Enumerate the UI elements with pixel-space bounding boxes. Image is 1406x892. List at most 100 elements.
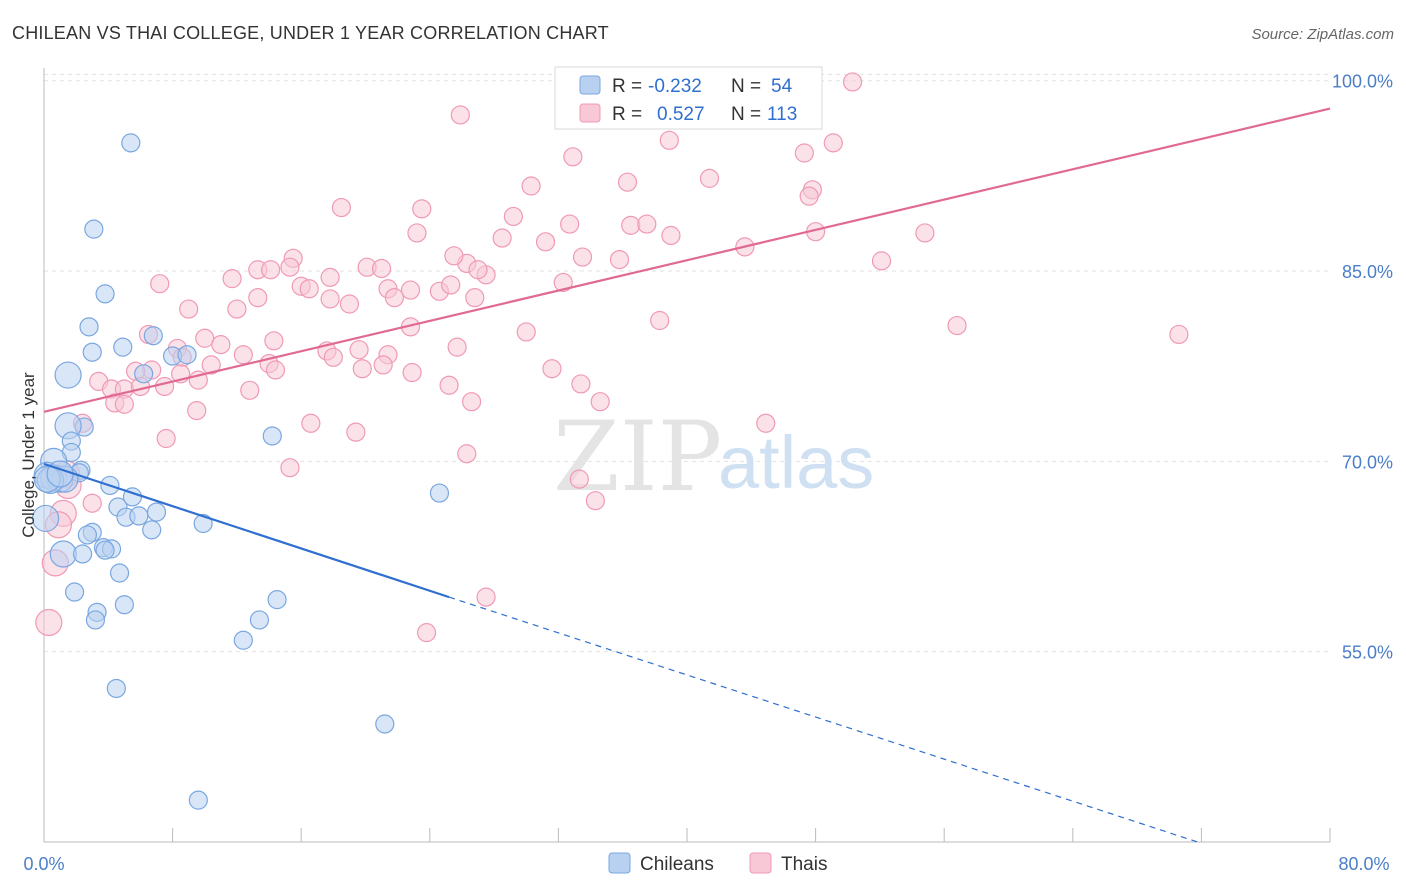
bottom-legend: Chileans Thais: [608, 852, 827, 875]
point-thais-10: [799, 186, 819, 206]
point-chileans-5: [113, 337, 133, 357]
point-thais-89: [301, 413, 321, 433]
trend-lines: [43, 107, 1331, 844]
point-chileans-8: [177, 345, 197, 365]
point-thais-11: [331, 197, 351, 218]
point-thais-94: [280, 458, 300, 478]
point-thais-25: [609, 249, 630, 270]
point-thais-109: [947, 315, 967, 336]
point-thais-47: [465, 288, 485, 308]
plot-area: ZIP atlas: [32, 68, 1331, 844]
point-chileans-31: [193, 513, 213, 534]
point-thais-97: [569, 469, 589, 489]
point-thais-91: [156, 428, 176, 449]
point-thais-110: [1169, 324, 1189, 345]
point-thais-42: [553, 272, 573, 293]
y-tick-labels: 55.0% 70.0% 85.0% 100.0%: [1332, 72, 1393, 663]
point-thais-85: [114, 394, 134, 414]
point-thais-18: [915, 223, 935, 243]
point-thais-62: [323, 347, 343, 367]
trend-line-thais: [43, 107, 1331, 413]
point-thais-46: [339, 294, 360, 314]
point-thais-92: [346, 422, 366, 442]
point-chileans-41: [114, 595, 134, 615]
point-thais-30: [280, 257, 300, 277]
point-thais-43: [248, 288, 268, 308]
grid-lines: [44, 73, 1330, 653]
point-chileans-38: [109, 563, 130, 583]
point-thais-32: [371, 258, 392, 279]
point-chileans-42: [267, 590, 287, 610]
point-thais-34: [320, 267, 340, 287]
point-thais-5: [563, 147, 583, 167]
point-thais-16: [637, 214, 657, 234]
point-thais-21: [492, 228, 512, 248]
point-chileans-46: [106, 678, 126, 699]
point-thais-22: [535, 232, 556, 252]
series-chileans-points: [32, 133, 450, 810]
point-chileans-4: [82, 342, 102, 362]
point-thais-48: [179, 299, 199, 319]
point-thais-88: [590, 392, 610, 412]
y-tick-label-100: 100.0%: [1332, 72, 1393, 92]
point-thais-98: [585, 491, 605, 511]
point-thais-1: [450, 105, 470, 125]
point-thais-51: [650, 310, 670, 331]
watermark-atlas: atlas: [718, 421, 874, 504]
point-thais-3: [823, 133, 843, 153]
point-thais-99: [82, 493, 102, 513]
point-thais-0: [842, 72, 863, 92]
point-chileans-48: [188, 790, 208, 810]
point-chileans-30: [142, 520, 162, 540]
point-thais-15: [621, 215, 641, 235]
legend-r-label-thais: R =: [612, 104, 642, 125]
legend-swatch-thais: [579, 103, 601, 123]
point-chileans-1: [84, 219, 104, 239]
point-thais-38: [299, 279, 319, 299]
point-chileans-6: [143, 326, 163, 346]
point-thais-7: [617, 172, 638, 192]
point-thais-86: [187, 400, 207, 421]
x-ticks: [43, 828, 1331, 842]
point-thais-83: [571, 374, 591, 394]
point-chileans-44: [249, 610, 270, 630]
point-chileans-2: [95, 284, 115, 304]
point-thais-74: [542, 359, 562, 379]
point-thais-104: [416, 623, 437, 643]
point-chileans-29: [129, 506, 149, 526]
chart-source: Source: ZipAtlas.com: [1251, 26, 1394, 43]
point-thais-53: [516, 322, 536, 342]
point-chileans-36: [49, 540, 77, 568]
point-thais-2: [659, 130, 679, 150]
legend-r-label-chileans: R =: [612, 76, 642, 97]
point-thais-66: [201, 355, 221, 375]
point-thais-64: [233, 345, 253, 365]
point-thais-93: [457, 444, 477, 464]
point-thais-44: [320, 289, 340, 309]
y-tick-label-55: 55.0%: [1342, 643, 1393, 663]
point-chileans-0: [121, 133, 141, 153]
y-tick-label-85: 85.0%: [1342, 262, 1393, 282]
legend-swatch-chileans: [579, 75, 601, 95]
point-thais-19: [407, 223, 427, 243]
trend-line-chileans: [43, 462, 450, 599]
legend-r-value-chileans: -0.232: [648, 76, 702, 97]
point-thais-87: [461, 392, 482, 412]
point-thais-24: [572, 247, 593, 267]
bottom-legend-swatch-thais: [749, 852, 772, 874]
point-thais-41: [441, 275, 461, 295]
point-thais-60: [349, 340, 369, 360]
point-chileans-10: [134, 364, 154, 384]
chart-title: CHILEAN VS THAI COLLEGE, UNDER 1 YEAR CO…: [12, 23, 609, 43]
watermark-zip: ZIP: [553, 401, 722, 513]
point-thais-6: [699, 168, 720, 188]
point-thais-57: [211, 335, 231, 355]
point-thais-82: [439, 375, 459, 395]
point-thais-103: [476, 587, 496, 607]
bottom-legend-label-thais: Thais: [781, 854, 827, 875]
point-chileans-50: [95, 540, 115, 560]
point-chileans-52: [46, 460, 74, 488]
point-chileans-37: [72, 544, 93, 564]
point-thais-90: [756, 413, 776, 433]
